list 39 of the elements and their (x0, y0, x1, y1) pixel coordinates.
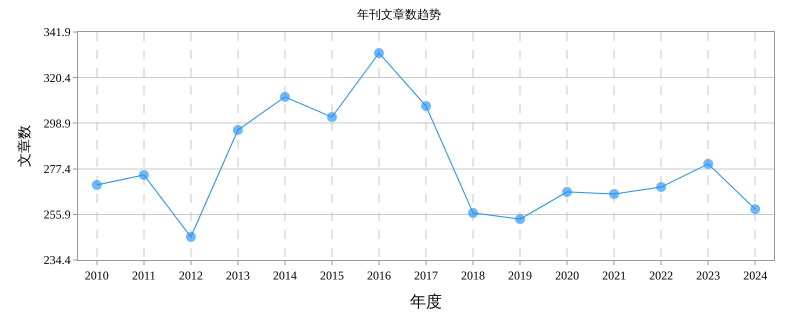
y-tick-label: 341.9 (44, 25, 71, 40)
point (92, 180, 102, 190)
x-tick-label: 2024 (743, 268, 768, 282)
x-tick-label: 2012 (178, 268, 203, 282)
x-tick-label: 2015 (320, 268, 344, 282)
point (468, 208, 478, 218)
point (138, 170, 149, 180)
y-tick-label: 277.4 (44, 162, 71, 176)
point (562, 186, 572, 197)
point (186, 232, 196, 242)
y-tick-label: 234.4 (44, 253, 71, 268)
point (515, 214, 526, 224)
x-tick-label: 2022 (649, 268, 674, 282)
point (750, 204, 760, 214)
x-tick-label: 2019 (508, 268, 532, 282)
point (656, 182, 666, 192)
point (609, 189, 620, 200)
x-axis-title: 年度 (410, 292, 442, 312)
x-tick-label: 2018 (461, 268, 486, 282)
y-tick-label: 320.4 (44, 70, 71, 85)
y-tick-label: 298.9 (44, 116, 71, 130)
x-tick-label: 2016 (366, 268, 391, 282)
x-tick-label: 2021 (602, 268, 626, 282)
x-tick-label: 2014 (272, 268, 297, 282)
point (232, 124, 243, 135)
point (326, 112, 337, 122)
x-tick-label: 2023 (696, 268, 720, 282)
y-axis-title: 文章数 (17, 125, 34, 167)
chart-title: 年刊文章数趋势 (357, 7, 441, 22)
x-tick-label: 2013 (226, 268, 250, 282)
x-tick-label: 2017 (414, 268, 438, 282)
x-tick-label: 2010 (84, 268, 109, 282)
point (703, 158, 714, 169)
x-tick-label: 2011 (132, 268, 156, 282)
x-tick-label: 2020 (555, 268, 580, 282)
point (421, 101, 431, 112)
point (374, 48, 384, 58)
point (280, 92, 290, 102)
y-tick-label: 255.9 (44, 208, 71, 222)
